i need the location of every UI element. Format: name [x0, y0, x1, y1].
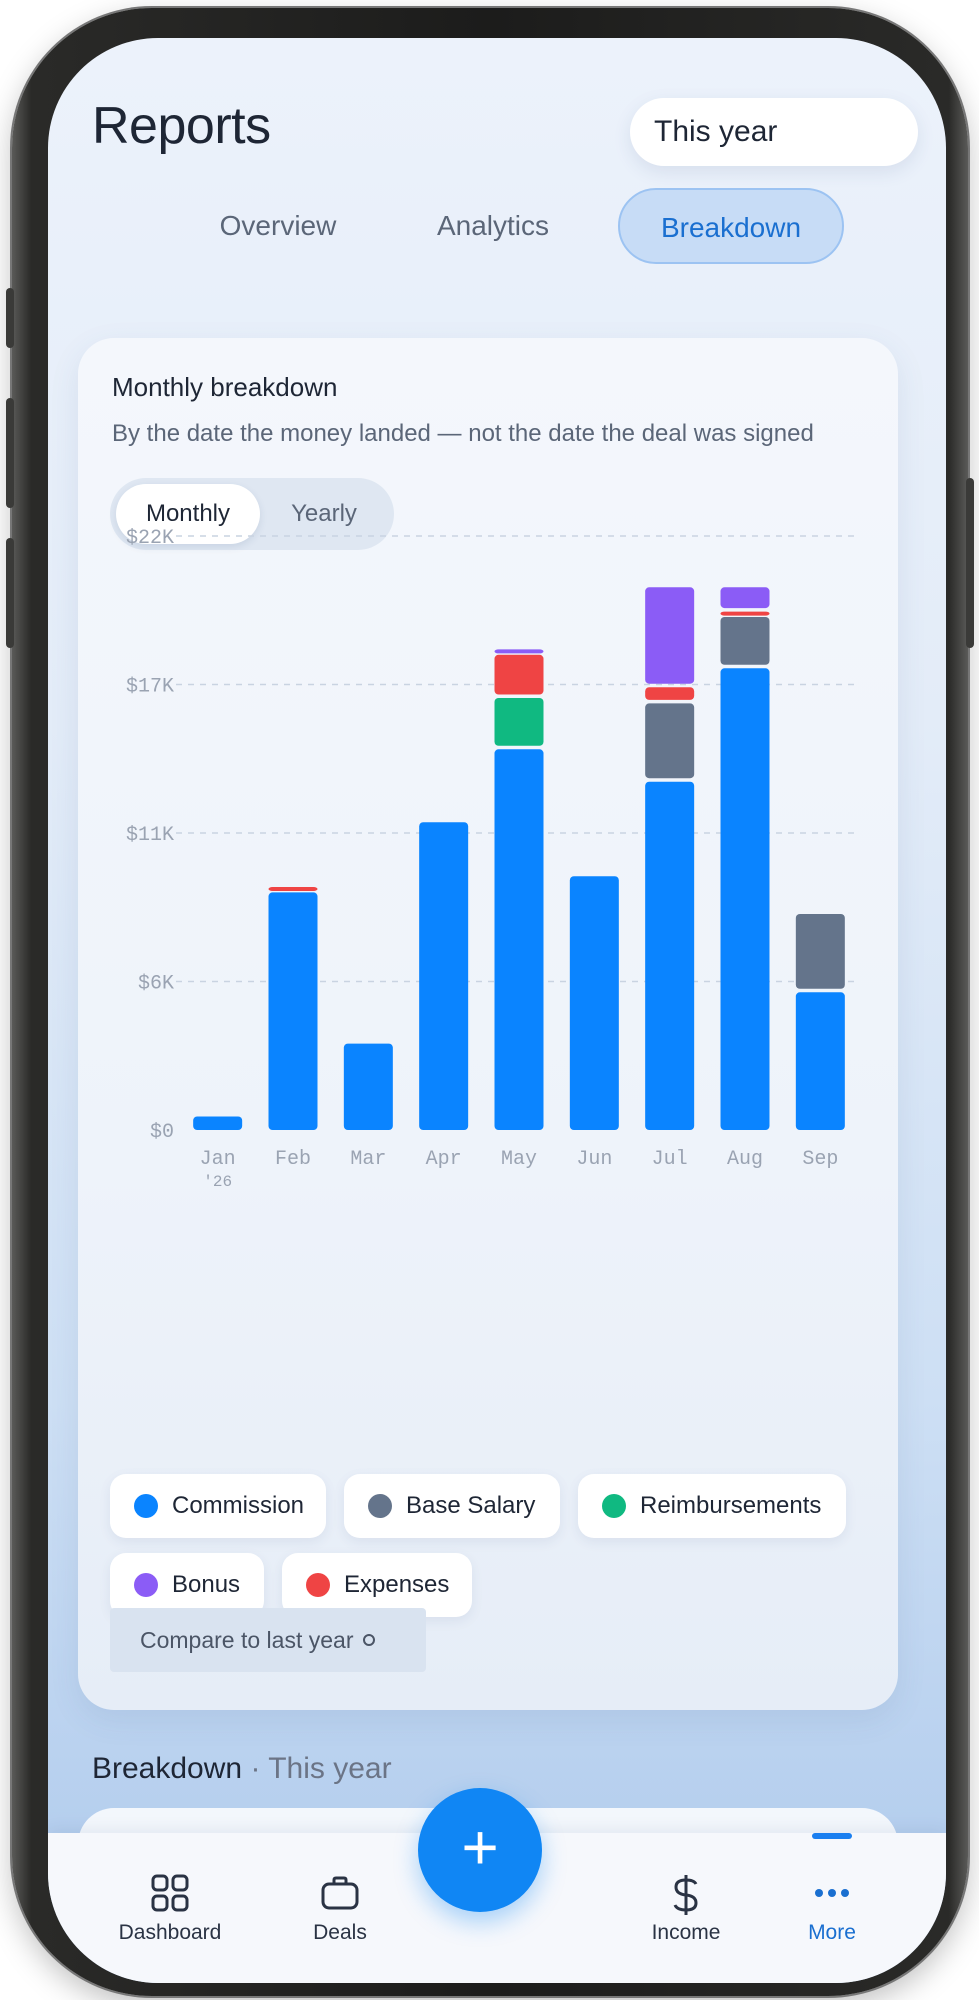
x-tick-label: Aug — [727, 1148, 763, 1171]
nav-income[interactable]: Income — [606, 1833, 766, 1983]
plus-icon: + — [461, 1811, 499, 1883]
bar-segment-commission — [569, 876, 619, 1130]
x-tick-label: Mar — [350, 1148, 386, 1171]
x-tick-label: Sep — [802, 1148, 838, 1171]
nav-more[interactable]: More — [752, 1833, 912, 1983]
nav-label: Dashboard — [118, 1921, 222, 1944]
bar-segment-base-salary — [720, 617, 770, 665]
bar-segment-bonus — [720, 587, 770, 609]
bar-segment-expenses — [720, 611, 770, 616]
section-title-text: Breakdown — [92, 1752, 243, 1785]
tab-breakdown[interactable]: Breakdown — [618, 188, 844, 264]
tab-bar: Overview Analytics Breakdown — [178, 188, 878, 264]
bar-segment-base-salary — [795, 914, 845, 989]
y-tick-label: $0 — [150, 1121, 174, 1144]
period-toggle: Monthly Yearly — [110, 478, 394, 550]
dollar-icon — [673, 1875, 698, 1915]
x-tick-label: May — [501, 1148, 537, 1171]
phone-frame: Reports This year Overview Analytics Bre… — [6, 8, 974, 1996]
x-tick-label: Jan — [200, 1148, 236, 1171]
commission-dot-icon — [134, 1494, 158, 1518]
x-tick-label: Jul — [652, 1148, 688, 1171]
stacked-bar-chart: $22K $17K $11K $6K $0 Jan '26 Feb Mar Apr May Jun Ju… — [126, 527, 854, 1191]
bar-segment-commission — [268, 892, 318, 1130]
bar-segment-expenses — [268, 887, 318, 891]
section-period: This year — [268, 1752, 392, 1785]
bar-segment-commission — [494, 749, 544, 1130]
compare-to-last-year-button[interactable]: Compare to last year — [110, 1608, 426, 1672]
y-tick-label: $22K — [126, 527, 174, 550]
more-icon — [815, 1889, 849, 1897]
legend-expenses[interactable]: Expenses — [282, 1553, 472, 1617]
bonus-dot-icon — [134, 1573, 158, 1597]
legend-label: Commission — [172, 1492, 305, 1519]
briefcase-icon — [321, 1876, 359, 1910]
side-button — [6, 288, 14, 348]
nav-label: More — [808, 1921, 856, 1944]
x-tick-label: Jun — [576, 1148, 612, 1171]
legend-reimbursements[interactable]: Reimbursements — [578, 1474, 846, 1538]
screen: Reports This year Overview Analytics Bre… — [48, 38, 946, 1983]
bar-segment-commission — [795, 992, 845, 1130]
bar-segment-bonus — [494, 649, 544, 654]
page-title: Reports — [92, 97, 271, 155]
circle-icon — [363, 1634, 376, 1646]
monthly-breakdown-card: Monthly breakdown By the date the money … — [78, 338, 898, 1710]
section-title: Breakdown · This year — [92, 1752, 392, 1786]
bar-segment-commission — [193, 1116, 243, 1130]
x-tick-label: Apr — [426, 1148, 462, 1171]
bar-segment-commission — [343, 1043, 393, 1130]
tab-overview[interactable]: Overview — [219, 210, 337, 241]
bar-segment-commission — [419, 822, 469, 1130]
card-title: Monthly breakdown — [112, 372, 338, 402]
grid-icon — [151, 1874, 189, 1912]
legend-label: Expenses — [344, 1571, 450, 1598]
bar-segment-base-salary — [645, 703, 695, 779]
reimbursements-dot-icon — [602, 1494, 626, 1518]
legend-label: Reimbursements — [640, 1492, 822, 1519]
legend-label: Bonus — [172, 1571, 241, 1598]
legend-commission[interactable]: Commission — [110, 1474, 326, 1538]
bar-segment-reimbursements — [494, 698, 544, 746]
active-indicator — [812, 1833, 852, 1839]
power-button — [966, 478, 974, 648]
section-separator: · — [250, 1752, 261, 1785]
x-tick-year-label: '26 — [203, 1173, 232, 1191]
x-tick-label: Feb — [275, 1148, 311, 1171]
compare-label: Compare to last year — [140, 1627, 354, 1653]
bar-segment-expenses — [645, 687, 695, 700]
legend-base-salary[interactable]: Base Salary — [344, 1474, 560, 1538]
add-button[interactable]: + — [418, 1788, 542, 1912]
card-subtitle: By the date the money landed — not the d… — [112, 420, 814, 447]
period-selector[interactable]: This year — [630, 98, 918, 166]
y-tick-label: $11K — [126, 824, 174, 847]
legend-bonus[interactable]: Bonus — [110, 1553, 264, 1617]
legend-label: Base Salary — [406, 1492, 536, 1519]
base-salary-dot-icon — [368, 1494, 392, 1518]
monthly-toggle[interactable]: Monthly — [116, 484, 260, 544]
bar-segment-expenses — [494, 654, 544, 695]
yearly-toggle[interactable]: Yearly — [291, 500, 357, 527]
y-tick-label: $6K — [138, 973, 174, 996]
y-tick-label: $17K — [126, 676, 174, 699]
nav-deals[interactable]: Deals — [260, 1833, 420, 1983]
bar-segment-bonus — [645, 587, 695, 684]
bar-segment-commission — [720, 668, 770, 1130]
nav-label: Income — [651, 1921, 721, 1944]
volume-up-button — [6, 398, 14, 508]
volume-down-button — [6, 538, 14, 648]
nav-label: Deals — [313, 1921, 367, 1944]
nav-dashboard[interactable]: Dashboard — [90, 1833, 250, 1983]
expenses-dot-icon — [306, 1573, 330, 1597]
tab-analytics[interactable]: Analytics — [436, 210, 550, 241]
bar-segment-commission — [645, 781, 695, 1130]
